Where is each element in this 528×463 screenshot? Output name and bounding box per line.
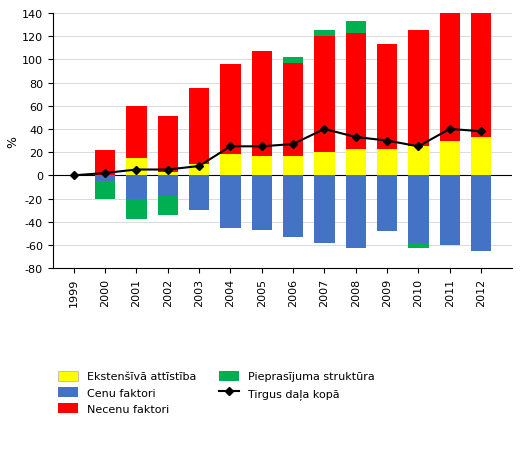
Bar <box>471 138 491 176</box>
Bar <box>126 176 147 199</box>
Bar <box>189 176 209 211</box>
Bar <box>189 164 209 176</box>
Bar <box>157 117 178 172</box>
Bar <box>440 176 460 245</box>
Bar <box>314 176 335 243</box>
Bar <box>95 150 115 176</box>
Bar <box>440 8 460 141</box>
Bar <box>283 58 303 63</box>
Bar <box>95 182 115 199</box>
Bar <box>189 89 209 164</box>
Bar <box>314 153 335 176</box>
Bar <box>220 65 241 155</box>
Bar <box>377 176 397 232</box>
Bar <box>126 158 147 176</box>
Bar <box>157 197 178 215</box>
Bar <box>251 156 272 176</box>
Bar <box>377 45 397 149</box>
Bar <box>220 176 241 228</box>
Bar <box>377 149 397 176</box>
Bar <box>440 141 460 176</box>
Y-axis label: %: % <box>6 135 19 147</box>
Bar <box>314 31 335 37</box>
Bar <box>157 172 178 176</box>
Bar <box>157 176 178 197</box>
Bar <box>408 31 429 147</box>
Bar <box>283 63 303 156</box>
Bar <box>471 176 491 251</box>
Bar <box>345 33 366 149</box>
Bar <box>471 5 491 138</box>
Bar <box>220 155 241 176</box>
Legend: Ekstenšīvā attīstība, Cenu faktori, Necenu faktori, Pieprasījuma struktūra, Tirg: Ekstenšīvā attīstība, Cenu faktori, Nece… <box>59 371 374 414</box>
Bar <box>126 106 147 158</box>
Bar <box>345 22 366 34</box>
Bar <box>283 156 303 176</box>
Bar <box>283 176 303 237</box>
Bar <box>314 37 335 153</box>
Bar <box>345 176 366 249</box>
Bar <box>408 176 429 243</box>
Bar <box>251 176 272 230</box>
Bar <box>126 199 147 220</box>
Bar <box>408 243 429 249</box>
Bar <box>251 52 272 156</box>
Bar <box>408 147 429 176</box>
Bar <box>345 149 366 176</box>
Bar <box>95 176 115 182</box>
